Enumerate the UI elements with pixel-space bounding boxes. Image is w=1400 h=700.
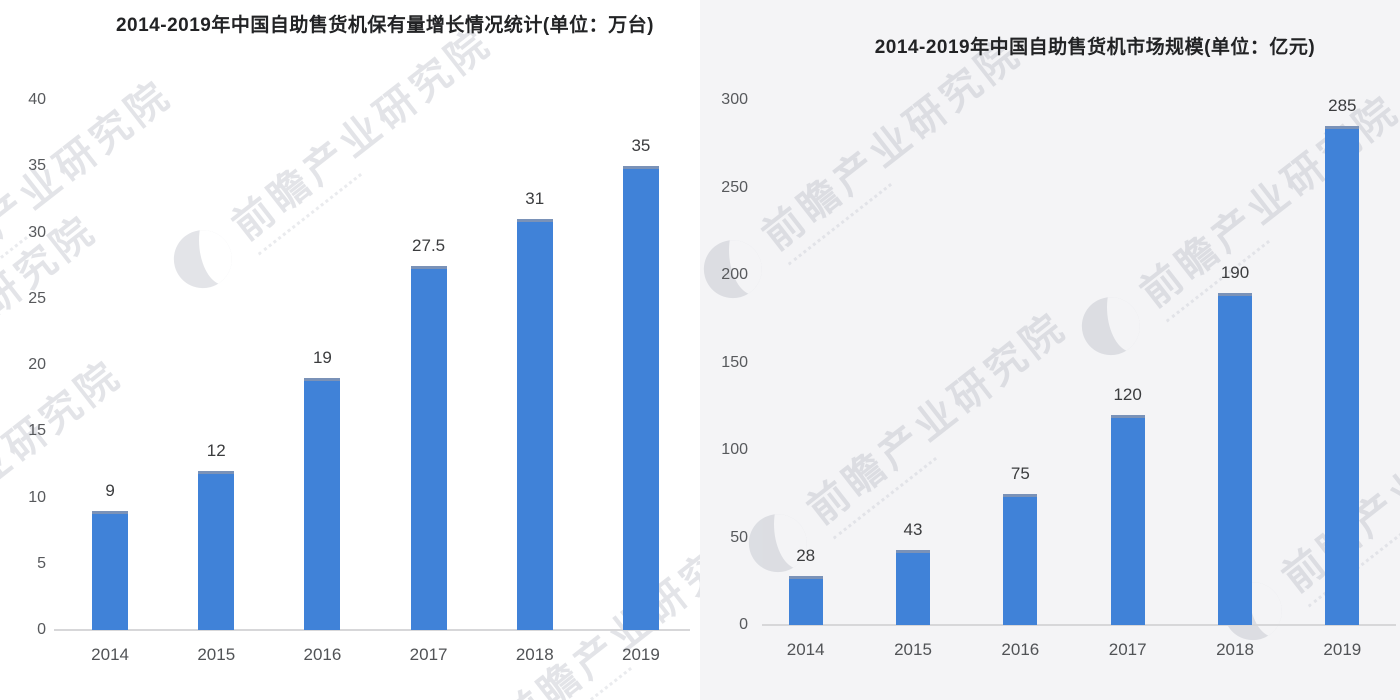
y-axis-tick-label: 250 [721,178,748,196]
x-axis-tick-label: 2016 [303,645,342,664]
bar [92,510,129,630]
bar-value-label: 9 [105,480,115,500]
bar-chart-holdings: 0 5 10 15 20 25 30 35 40 9 2014 12 2015 19 2016 27.5 201… [28,91,690,664]
y-axis-tick-label: 35 [28,157,46,175]
bar [788,576,823,625]
bar [410,265,447,630]
y-axis-tick-label: 30 [28,223,46,241]
x-axis-tick-label: 2014 [786,640,825,659]
bar-value-label: 190 [1220,262,1250,282]
y-axis-tick-label: 200 [721,266,748,283]
x-axis-tick-label: 2014 [91,645,129,664]
y-axis-tick-label: 0 [739,616,748,633]
bar [304,378,341,630]
bar [622,166,659,630]
bar-value-label: 43 [903,519,923,539]
x-axis-line [54,629,690,631]
y-axis-tick-label: 25 [28,289,46,307]
bar [1110,415,1145,625]
x-axis-tick-label: 2018 [515,645,554,664]
y-axis-tick-label: 100 [721,441,748,458]
bar-value-label: 12 [206,441,226,460]
x-axis-line [762,624,1396,626]
bar-value-label: 31 [525,189,545,209]
y-axis-tick-label: 15 [28,422,46,440]
bar [198,471,235,630]
bar [896,549,930,625]
bar-value-label: 27.5 [412,235,446,255]
bar [1218,292,1252,625]
x-axis-tick-label: 2017 [1108,640,1147,659]
y-axis-tick-label: 40 [28,91,46,108]
y-axis-tick-label: 20 [28,356,46,373]
y-axis-tick-label: 300 [721,91,748,108]
bar-value-label: 19 [312,348,332,368]
y-axis-tick-label: 10 [28,488,46,506]
chart-title-holdings: 2014-2019年中国自助售货机保有量增长情况统计(单位：万台) [115,15,655,36]
x-axis-tick-label: 2016 [1001,640,1040,659]
bar [516,219,553,630]
x-axis-tick-label: 2019 [1323,640,1362,659]
y-axis-tick-label: 5 [37,554,46,572]
y-axis-tick-label: 150 [721,353,748,371]
bar-value-label: 75 [1010,463,1030,483]
x-axis-tick-label: 2015 [197,645,236,664]
bar-chart-market-size: 0 50 100 150 200 250 300 28 2014 43 2015 75 2016 120 2… [700,0,1400,700]
x-axis-tick-label: 2018 [1216,640,1254,659]
bar [1003,493,1038,625]
y-axis-tick-label: 0 [37,621,46,638]
bar [1325,126,1360,625]
x-axis-tick-label: 2015 [894,640,932,659]
bar-value-label: 28 [796,546,816,565]
bar-value-label: 285 [1328,96,1357,116]
chart-title-market-size: 2014-2019年中国自助售货机市场规模(单位：亿元) [874,37,1316,58]
y-axis-tick-label: 50 [730,528,748,546]
chart-panel-market-size: 2014-2019年中国自助售货机市场规模(单位：亿元) 前瞻产业研究院 前瞻产业… [700,0,1400,700]
x-axis-tick-label: 2019 [621,645,660,664]
chart-panel-holdings: 2014-2019年中国自助售货机保有量增长情况统计(单位：万台) 前瞻产业研究… [0,0,700,700]
bar-value-label: 35 [631,136,651,156]
bar-value-label: 120 [1113,385,1142,404]
x-axis-tick-label: 2017 [409,645,448,664]
